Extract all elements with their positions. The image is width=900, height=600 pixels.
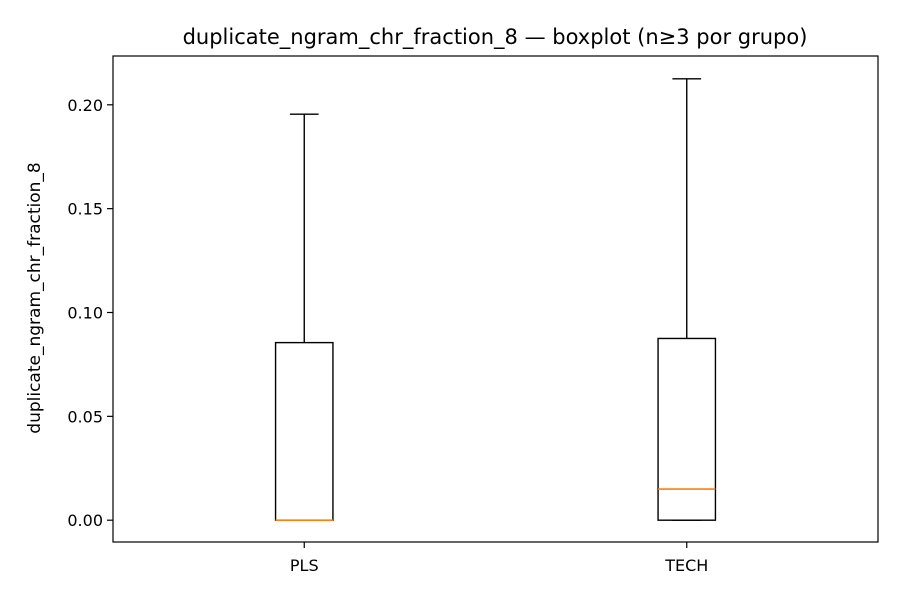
x-tick-label: TECH [664,556,708,575]
x-tick-label: PLS [290,556,319,575]
y-tick-label: 0.10 [67,304,103,323]
y-axis-label: duplicate_ngram_chr_fraction_8 [25,162,45,433]
y-tick-label: 0.20 [67,96,103,115]
plot-area: 0.00 0.05 0.10 0.15 0.20 PLS TECH [67,78,717,575]
y-tick-label: 0.15 [67,200,103,219]
y-tick-label: 0.05 [67,407,103,426]
box-iqr [657,337,717,521]
axes-frame [112,55,879,543]
chart-title: duplicate_ngram_chr_fraction_8 — boxplot… [183,25,808,50]
y-tick-label: 0.00 [67,511,103,530]
